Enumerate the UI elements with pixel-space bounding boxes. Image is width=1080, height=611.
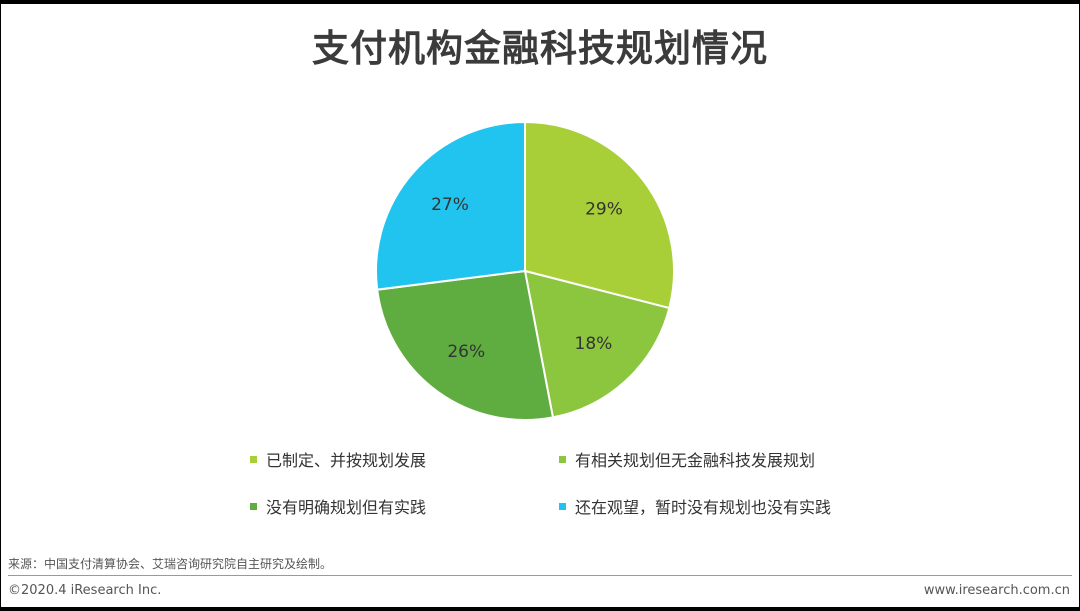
footer-divider bbox=[8, 575, 1072, 576]
pie-slice-2 bbox=[524, 270, 671, 419]
page-title: 支付机构金融科技规划情况 bbox=[312, 27, 768, 70]
pie-chart: 29% 18% 26% 27% bbox=[375, 121, 675, 421]
slice-data-label-4: 27% bbox=[431, 195, 469, 215]
slide: 支付机构金融科技规划情况 29% 18% 26% 27% 已制定、并按规划发展 有相关规… bbox=[1, 4, 1079, 607]
copyright-text: ©2020.4 iResearch Inc. bbox=[8, 583, 162, 598]
pie-slice-4 bbox=[375, 121, 526, 291]
slice-data-label-2: 18% bbox=[575, 334, 613, 354]
pie-slice-1 bbox=[524, 121, 675, 310]
website-url: www.iresearch.com.cn bbox=[923, 583, 1070, 598]
pie-slice-3 bbox=[376, 270, 554, 421]
source-note: 来源：中国支付清算协会、艾瑞咨询研究院自主研究及绘制。 bbox=[8, 557, 333, 571]
slice-data-label-3: 26% bbox=[447, 342, 485, 362]
slice-data-label-1: 29% bbox=[585, 200, 623, 220]
